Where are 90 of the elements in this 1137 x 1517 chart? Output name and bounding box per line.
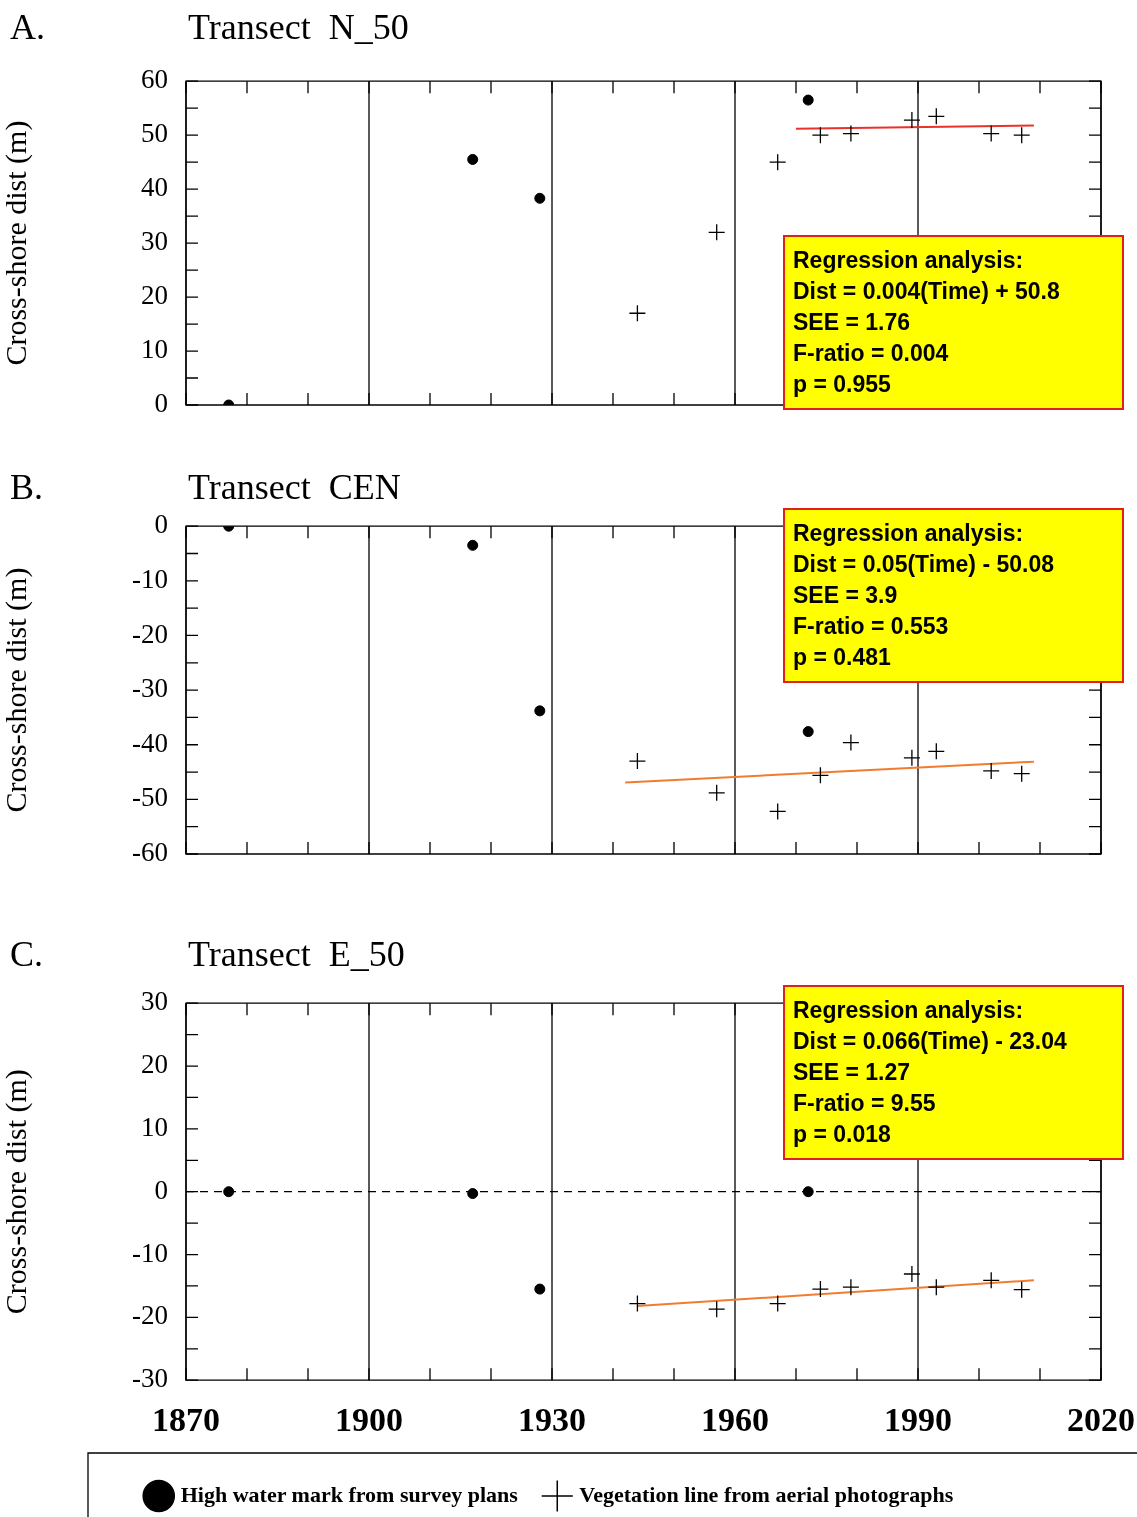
point <box>802 94 814 106</box>
point <box>467 539 479 551</box>
annotation: p = 0.481 <box>793 643 892 673</box>
y-tick-label: -30 <box>132 673 168 704</box>
y-tick-label: -10 <box>132 563 168 594</box>
legend-label: Vegetation line from aerial photographs <box>579 1481 954 1507</box>
y-tick-label: -50 <box>132 782 168 813</box>
chart-subtitle: Transect N_50 <box>188 6 409 48</box>
y-tick-label: 50 <box>141 118 168 149</box>
point <box>628 1294 647 1313</box>
point <box>842 733 860 752</box>
x-tick-label: 1960 <box>701 1401 769 1439</box>
y-tick-label: -20 <box>132 618 168 649</box>
y-tick-label: -30 <box>132 1363 168 1394</box>
y-tick-label: 60 <box>141 64 168 95</box>
y-axis-title: Cross-shore dist (m) <box>0 1069 33 1315</box>
x-tick-label: 2020 <box>1067 1401 1135 1439</box>
y-axis-title: Cross-shore dist (m) <box>0 120 33 366</box>
legend-label: High water mark from survey plans <box>180 1481 519 1507</box>
point <box>1013 126 1031 144</box>
chart-subtitle: Transect CEN <box>188 466 401 508</box>
y-tick-label: 20 <box>141 280 168 311</box>
point <box>903 749 921 767</box>
annotation: Regression analysis: <box>793 996 1025 1026</box>
point <box>811 126 830 144</box>
y-tick-label: 30 <box>141 986 168 1017</box>
annotation: SEE = 3.9 <box>793 581 899 611</box>
y-tick-label: 20 <box>141 1049 168 1080</box>
y-tick-label: -40 <box>132 727 168 758</box>
annotation: p = 0.955 <box>793 370 892 399</box>
chart-title: C. <box>10 934 44 974</box>
annotation: SEE = 1.76 <box>793 308 911 337</box>
point <box>802 726 814 738</box>
point <box>903 111 921 129</box>
point <box>708 223 726 241</box>
point <box>802 1186 814 1198</box>
point <box>534 705 546 717</box>
chart-title: B. <box>10 467 44 507</box>
point <box>927 107 945 125</box>
point <box>534 192 546 204</box>
y-tick-label: 10 <box>141 334 168 365</box>
point <box>534 1283 546 1295</box>
point <box>769 153 787 171</box>
annotation: Dist = 0.004(Time) + 50.8 <box>793 277 1060 306</box>
point <box>467 153 479 165</box>
point <box>811 766 830 784</box>
x-tick-label: 1900 <box>335 1401 403 1439</box>
y-tick-label: 0 <box>154 388 168 419</box>
x-tick-label: 1990 <box>884 1401 952 1439</box>
point <box>1013 1281 1031 1299</box>
y-tick-label: -20 <box>132 1300 168 1331</box>
y-tick-label: 40 <box>141 172 168 203</box>
point <box>842 1278 860 1296</box>
point <box>467 1188 479 1200</box>
point <box>628 304 647 322</box>
annotation: SEE = 1.27 <box>793 1058 911 1088</box>
annotation: F-ratio = 0.553 <box>793 612 950 642</box>
point <box>842 124 860 143</box>
y-tick-label: 0 <box>154 509 168 540</box>
point <box>1013 765 1031 783</box>
x-tick-label: 1930 <box>518 1401 586 1439</box>
y-tick-label: -10 <box>132 1237 168 1268</box>
point <box>982 762 1000 780</box>
annotation: Dist = 0.066(Time) - 23.04 <box>793 1027 1067 1057</box>
point <box>927 742 945 760</box>
y-tick-label: 0 <box>154 1174 168 1205</box>
annotation: Regression analysis: <box>793 519 1025 549</box>
chart-subtitle: Transect E_50 <box>188 933 405 975</box>
point <box>903 1265 921 1283</box>
y-tick-label: -60 <box>132 837 168 868</box>
annotation: Dist = 0.05(Time) - 50.08 <box>793 550 1055 580</box>
x-tick-label: 1870 <box>152 1401 220 1439</box>
point <box>769 1294 787 1313</box>
y-tick-label: 30 <box>141 226 168 257</box>
point <box>982 124 1000 143</box>
point <box>708 1300 726 1318</box>
y-axis-title: Cross-shore dist (m) <box>0 567 33 813</box>
point <box>628 752 647 770</box>
point <box>708 784 726 802</box>
point <box>223 1186 235 1198</box>
point <box>927 1278 945 1296</box>
annotation: F-ratio = 0.004 <box>793 339 950 368</box>
annotation: Regression analysis: <box>793 246 1025 275</box>
point <box>982 1271 1000 1289</box>
annotation: p = 0.018 <box>793 1120 892 1150</box>
y-tick-label: 10 <box>141 1111 168 1142</box>
point <box>769 802 787 821</box>
annotation: F-ratio = 9.55 <box>793 1089 937 1119</box>
point <box>811 1280 830 1298</box>
chart-title: A. <box>10 7 45 47</box>
